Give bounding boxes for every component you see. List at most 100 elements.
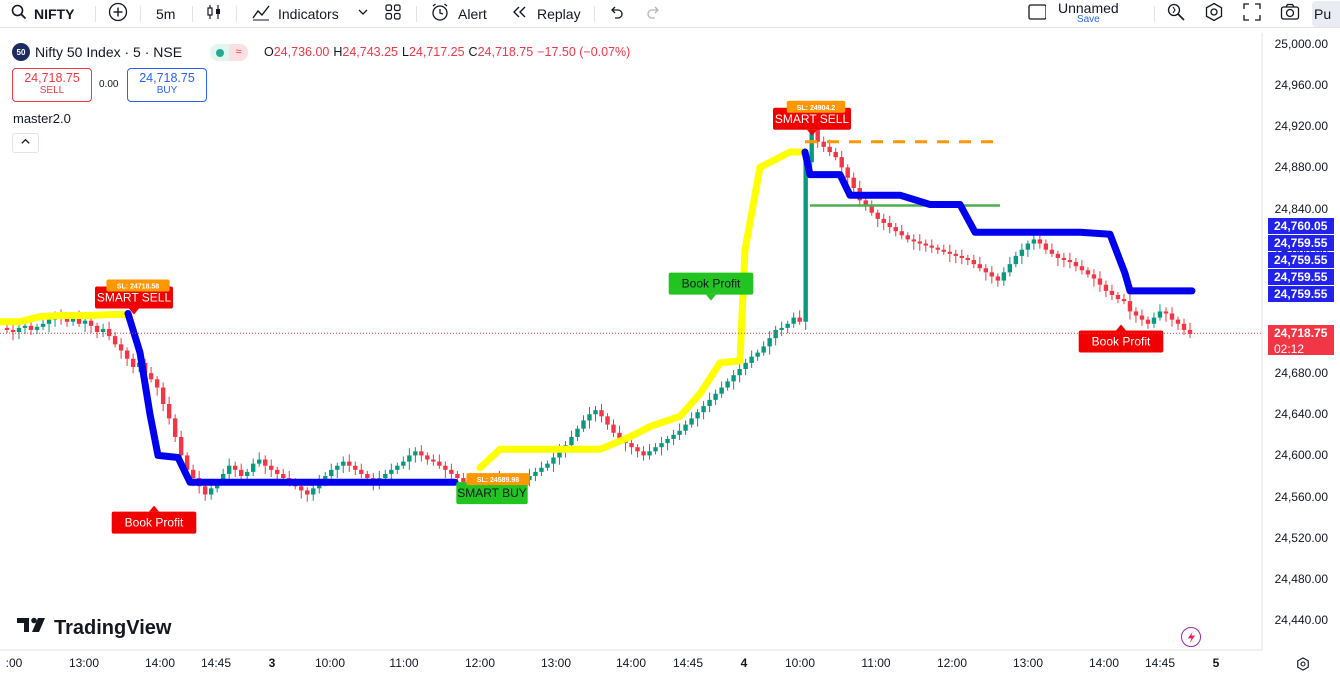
replay-button[interactable]: Replay — [511, 0, 581, 27]
save-label: Save — [1076, 13, 1100, 25]
candle-body — [1097, 278, 1103, 285]
candle-body — [22, 325, 28, 328]
candle-body — [10, 329, 16, 332]
candle-body — [1139, 315, 1145, 320]
redo-button[interactable] — [645, 0, 663, 27]
candle-body — [1145, 319, 1151, 324]
candle-body — [851, 177, 856, 188]
symbol-legend[interactable]: 50 Nifty 50 Index · 5 · NSE — [12, 43, 182, 61]
candle-body — [28, 325, 34, 330]
candle-body — [1115, 294, 1121, 300]
indicators-dropdown-button[interactable] — [356, 0, 370, 27]
candle-body — [689, 418, 694, 425]
signal-text: SMART BUY — [457, 486, 527, 500]
alarm-clock-icon — [430, 2, 450, 25]
time-axis-settings-icon[interactable] — [1296, 657, 1310, 676]
undo-button[interactable] — [607, 0, 625, 27]
candle-body — [791, 317, 796, 324]
candle-body — [1085, 270, 1091, 275]
candle-body — [821, 141, 826, 147]
symbol-search-button[interactable]: NIFTY — [10, 0, 74, 27]
candle-body — [359, 469, 364, 474]
candle-body — [983, 268, 989, 273]
time-tick-label: 14:00 — [144, 656, 176, 670]
candle-body — [995, 276, 1001, 281]
candle-body — [839, 157, 844, 168]
candle-body — [106, 328, 112, 337]
indicators-button[interactable]: Indicators — [252, 0, 339, 27]
candle-body — [1007, 264, 1013, 273]
tradingview-logo[interactable]: TradingView — [16, 616, 171, 640]
time-tick-label: 5 — [1212, 656, 1220, 670]
candle-body — [593, 410, 598, 415]
publish-button[interactable]: Pu — [1312, 1, 1340, 27]
layout-templates-button[interactable] — [384, 0, 402, 27]
square-icon — [1028, 3, 1047, 24]
candle-body — [665, 438, 670, 444]
layout-toggle-button[interactable] — [1028, 0, 1047, 27]
indicator-legend[interactable]: master2.0 — [13, 111, 71, 126]
settings-button[interactable] — [1204, 0, 1224, 27]
candle-body — [1037, 239, 1043, 244]
symbol-badge: 50 — [12, 43, 30, 61]
divider — [140, 6, 141, 22]
signal-box — [773, 107, 851, 130]
candle-body — [551, 457, 556, 464]
candle-body — [833, 152, 838, 158]
market-status[interactable]: ≈ — [210, 44, 248, 61]
candle-body — [269, 465, 274, 470]
candle-body — [1109, 290, 1115, 295]
quick-search-button[interactable] — [1166, 0, 1186, 27]
divider — [594, 6, 595, 22]
candle-body — [184, 455, 190, 470]
candle-body — [1163, 311, 1169, 314]
time-tick-label: 10:00 — [784, 656, 816, 670]
candle-body — [917, 241, 922, 244]
chart-type-button[interactable] — [205, 0, 223, 27]
trail-price-tag: 24,759.55 — [1268, 269, 1334, 285]
fullscreen-button[interactable] — [1243, 0, 1261, 27]
candle-body — [220, 473, 226, 483]
candle-body — [1001, 272, 1007, 281]
candle-body — [1169, 313, 1175, 320]
signal-box — [456, 482, 528, 505]
time-tick-label: 12:00 — [464, 656, 496, 670]
layout-name-button[interactable]: Unnamed Save — [1058, 0, 1119, 27]
top-toolbar: NIFTY 5m Indicators Alert — [0, 0, 1340, 28]
candle-body — [311, 488, 316, 495]
candle-body — [76, 317, 82, 324]
sell-label: SELL — [39, 85, 65, 96]
snapshot-button[interactable] — [1280, 0, 1300, 27]
signal-pointer — [706, 294, 716, 301]
interval-button[interactable]: 5m — [156, 0, 175, 27]
compare-symbol-button[interactable] — [108, 0, 128, 27]
candle-body — [154, 379, 160, 388]
buy-button[interactable]: 24,718.75 BUY — [127, 68, 207, 102]
candle-body — [941, 249, 946, 252]
lightning-icon[interactable] — [1181, 627, 1201, 647]
symbol-label: NIFTY — [34, 5, 75, 22]
collapse-legend-button[interactable] — [12, 133, 39, 153]
chevron-up-icon — [20, 136, 31, 150]
candle-body — [202, 486, 208, 495]
candle-body — [749, 356, 754, 363]
price-tick-label: 24,480.00 — [1274, 571, 1328, 586]
candle-body — [16, 327, 22, 332]
buy-label: BUY — [156, 85, 178, 96]
candle-body — [647, 451, 652, 456]
candle-body — [671, 434, 676, 439]
candle-body — [148, 373, 154, 380]
candle-body — [46, 319, 52, 324]
time-tick-label: 13:00 — [68, 656, 100, 670]
candle-body — [947, 251, 952, 254]
undo-icon — [607, 3, 625, 24]
candle-body — [1103, 284, 1109, 291]
alert-button[interactable]: Alert — [430, 0, 487, 27]
candle-body — [707, 399, 712, 407]
candle-body — [923, 243, 928, 246]
candle-body — [881, 218, 886, 223]
candle-body — [953, 253, 959, 256]
sell-button[interactable]: 24,718.75 SELL — [12, 68, 92, 102]
